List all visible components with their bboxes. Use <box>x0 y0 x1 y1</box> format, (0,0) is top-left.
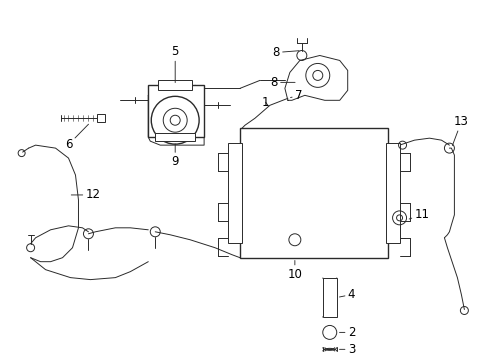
Bar <box>322 278 336 318</box>
Text: 3: 3 <box>339 343 354 356</box>
Bar <box>240 128 387 258</box>
Text: 8: 8 <box>270 76 294 89</box>
Bar <box>97 114 105 122</box>
Text: 9: 9 <box>171 144 179 168</box>
Text: 1: 1 <box>262 96 269 109</box>
Text: 2: 2 <box>339 326 354 339</box>
Bar <box>385 143 399 243</box>
Text: 12: 12 <box>71 188 100 202</box>
Text: 13: 13 <box>451 115 468 145</box>
Text: 5: 5 <box>171 45 179 82</box>
Bar <box>148 85 203 137</box>
Bar <box>155 133 195 141</box>
Text: 8: 8 <box>272 46 299 59</box>
Bar <box>158 80 192 90</box>
Text: 10: 10 <box>287 261 302 281</box>
Text: 6: 6 <box>64 124 88 151</box>
Bar <box>227 143 242 243</box>
Text: 11: 11 <box>408 208 428 221</box>
Text: 4: 4 <box>339 288 354 301</box>
Text: 7: 7 <box>290 89 302 102</box>
